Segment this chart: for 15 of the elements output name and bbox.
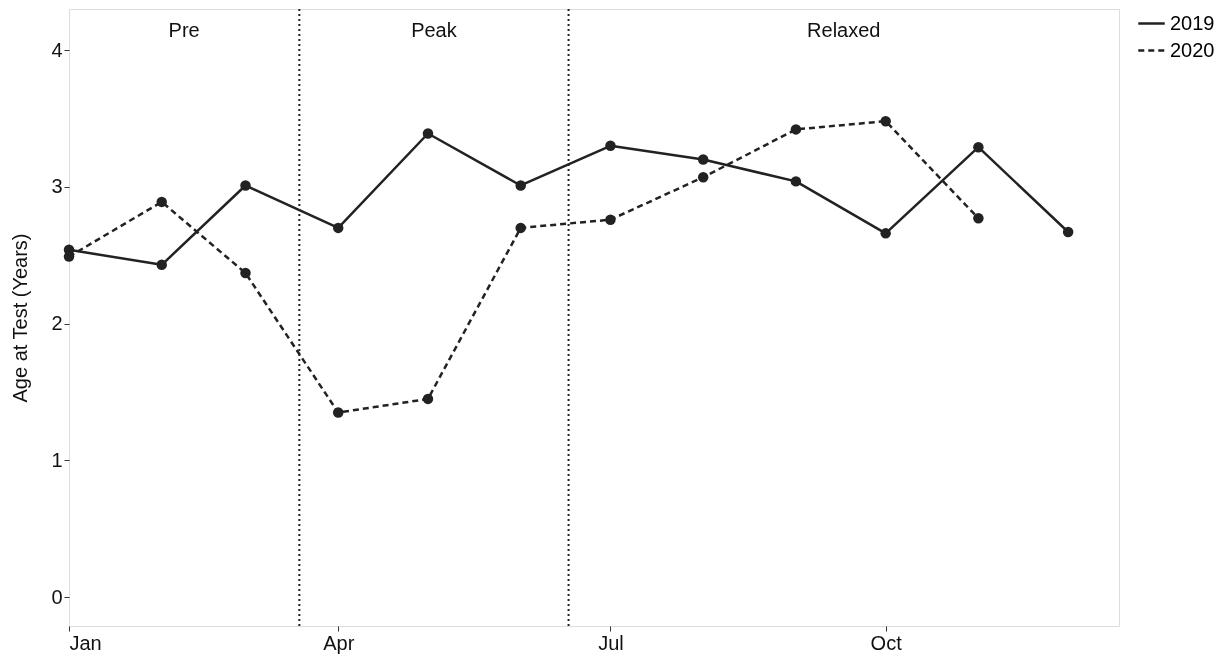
y-tick-label: 0 (51, 585, 63, 608)
y-axis-title: Age at Test (Years) (9, 233, 32, 403)
annotation: Pre (168, 19, 200, 41)
y-tick-label: 4 (51, 38, 63, 61)
x-tick-label: Oct (870, 631, 903, 654)
x-tick-label: Jul (598, 631, 624, 654)
annotation: Peak (411, 19, 458, 41)
y-tick-label: 1 (51, 448, 63, 471)
x-tick-label: Jan (69, 631, 102, 654)
x-tick-label: Apr (323, 631, 355, 654)
legend-label: 2019 (1170, 11, 1215, 34)
legend-label: 2020 (1170, 38, 1215, 61)
y-tick-label: 2 (51, 312, 63, 335)
annotation: Relaxed (807, 19, 881, 41)
y-tick-label: 3 (51, 175, 63, 198)
